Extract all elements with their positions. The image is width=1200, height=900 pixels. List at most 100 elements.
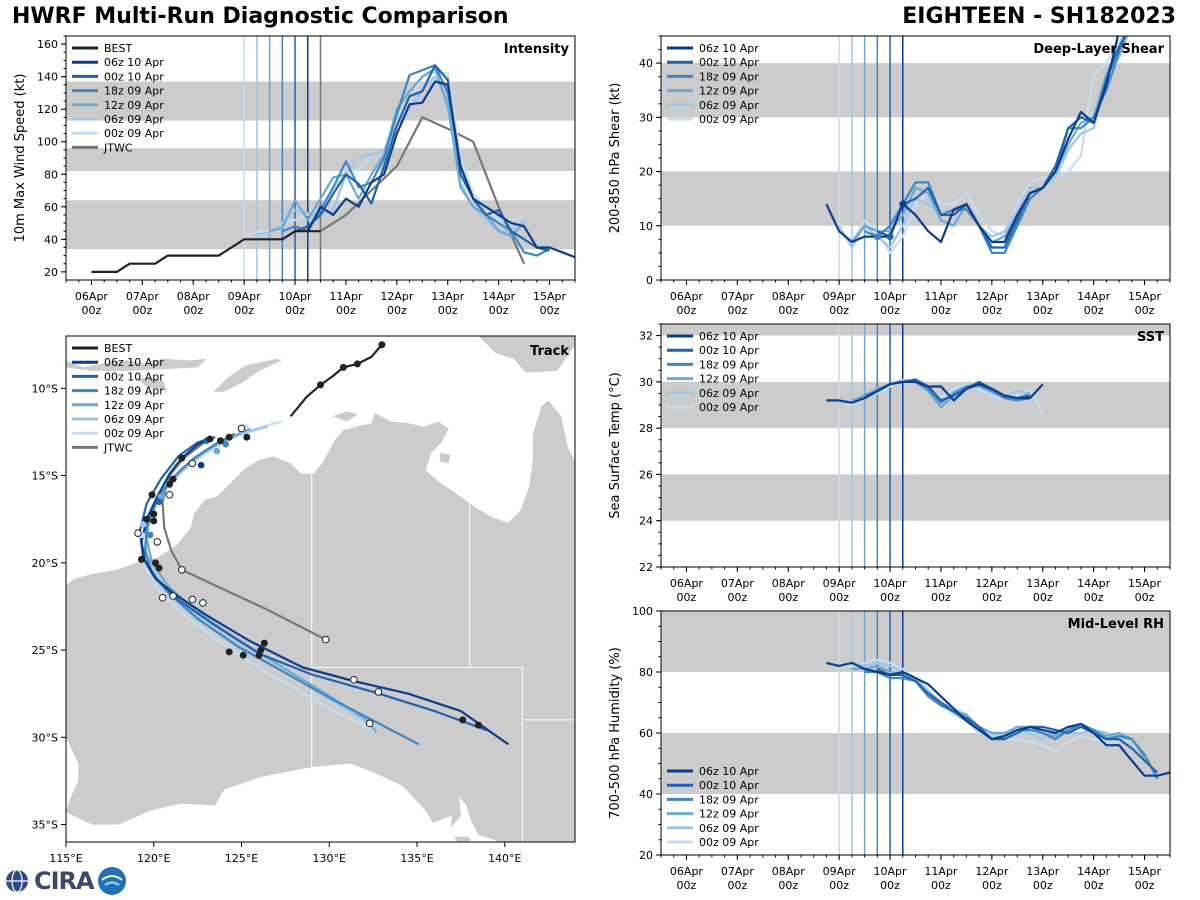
x-tick-label: 06Apr (75, 290, 109, 303)
y-tick-label: 10 (639, 220, 653, 233)
series-line (864, 36, 1127, 254)
y-tick-label: 32 (639, 330, 653, 343)
x-tick-label: 00z (727, 304, 747, 317)
y-axis-label: Sea Surface Temp (°C) (608, 372, 623, 519)
map-frame (65, 335, 576, 843)
legend-label: 06z 09 Apr (104, 413, 164, 426)
y-tick-label: 80 (44, 168, 58, 181)
legend-label: 06z 10 Apr (699, 42, 759, 55)
x-tick-label: 13Apr (1026, 577, 1060, 590)
x-tick-label: 00z (931, 591, 951, 604)
series-line (91, 230, 321, 273)
best-track-point (155, 564, 163, 572)
x-tick-label: 00z (1135, 879, 1155, 892)
y-tick-label: 40 (639, 57, 653, 70)
y-tick-label: 20 (639, 166, 653, 179)
groote-island (439, 452, 451, 464)
best-track-point (206, 435, 214, 443)
y-tick-label: 35°S (32, 819, 58, 832)
x-tick-label: 15Apr (1128, 290, 1162, 303)
init-marker (886, 233, 894, 241)
x-tick-label: 06Apr (670, 290, 704, 303)
x-tick-label: 00z (1084, 304, 1104, 317)
init-marker (873, 233, 881, 241)
legend-label: 12z 09 Apr (699, 808, 759, 821)
track-point (197, 461, 205, 469)
x-tick-label: 14Apr (1077, 865, 1111, 878)
track-point (158, 593, 167, 602)
lesser-sunda-land (66, 358, 207, 371)
panel-track: 115°E 120°E 125°E 130°E 135°E 140°E 10°S 15°S 20… (32, 335, 576, 865)
legend-label: 00z 10 Apr (699, 779, 759, 792)
timor-land (213, 358, 282, 392)
x-tick-label: 00z (1084, 879, 1104, 892)
x-tick-label: 09Apr (228, 290, 262, 303)
track-point (365, 719, 374, 728)
best-track-point (152, 559, 160, 567)
legend-label: 18z 09 Apr (699, 793, 759, 806)
y-tick-label: 10°S (32, 382, 58, 395)
y-tick-label: 40 (44, 233, 58, 246)
x-tick-label: 130°E (313, 852, 346, 865)
legend-label: 00z 09 Apr (699, 113, 759, 126)
y-axis-label: 10m Max Wind Speed (kt) (13, 74, 28, 243)
y-tick-label: 160 (37, 38, 58, 51)
series-line (281, 64, 551, 257)
storm-title: EIGHTEEN - SH182023 (902, 4, 1176, 29)
y-axis-label: 700-500 hPa Humidity (%) (608, 647, 623, 819)
best-track-point (317, 381, 324, 389)
x-tick-label: 125°E (225, 852, 258, 865)
y-tick-label: 24 (639, 515, 653, 528)
x-tick-label: 10Apr (279, 290, 313, 303)
track-point (153, 538, 162, 546)
page-title: HWRF Multi-Run Diagnostic Comparison (12, 4, 509, 29)
legend-label: 06z 10 Apr (699, 765, 759, 778)
x-tick-label: 14Apr (482, 290, 516, 303)
x-tick-label: 10Apr (874, 577, 908, 590)
series-line (838, 36, 1124, 254)
x-tick-label: 00z (778, 591, 798, 604)
track-point (146, 531, 154, 539)
legend-label: JTWC (103, 141, 133, 154)
best-track-point (225, 433, 233, 441)
track-line (161, 439, 327, 641)
series-line (838, 36, 1129, 249)
x-tick-label: 00z (1033, 879, 1053, 892)
track-point (134, 529, 142, 537)
x-tick-label: 10Apr (874, 290, 908, 303)
x-tick-label: 120°E (137, 852, 170, 865)
x-tick-label: 09Apr (823, 290, 857, 303)
map-group (66, 336, 575, 842)
track-point (155, 498, 163, 506)
x-tick-label: 00z (982, 304, 1002, 317)
x-tick-label: 14Apr (1077, 577, 1111, 590)
panel-title: SST (1137, 330, 1164, 345)
track-line (289, 343, 383, 417)
y-tick-label: 26 (639, 468, 653, 481)
panel-rh: 2040608010006Apr00z07Apr00z08Apr00z09Apr… (608, 605, 1171, 892)
y-tick-label: 25°S (32, 644, 58, 657)
x-tick-label: 00z (1135, 304, 1155, 317)
x-tick-label: 00z (677, 591, 697, 604)
x-tick-label: 10Apr (874, 865, 908, 878)
legend-label: 00z 09 Apr (699, 836, 759, 849)
legend-label: 00z 09 Apr (104, 427, 164, 440)
x-tick-label: 00z (829, 879, 849, 892)
best-track-point (148, 491, 156, 499)
track-point (178, 566, 186, 574)
x-tick-label: 115°E (49, 852, 82, 865)
y-tick-label: 20°S (32, 557, 58, 570)
track-point (237, 424, 246, 433)
x-tick-label: 00z (931, 304, 951, 317)
legend-label: 06z 10 Apr (104, 56, 164, 69)
y-tick-label: 30 (639, 111, 653, 124)
legend-label: 00z 09 Apr (699, 401, 759, 414)
x-tick-label: 00z (82, 304, 102, 317)
y-tick-label: 22 (639, 561, 653, 574)
track-point (222, 440, 230, 448)
x-tick-label: 140°E (488, 852, 521, 865)
series-line (306, 80, 575, 259)
